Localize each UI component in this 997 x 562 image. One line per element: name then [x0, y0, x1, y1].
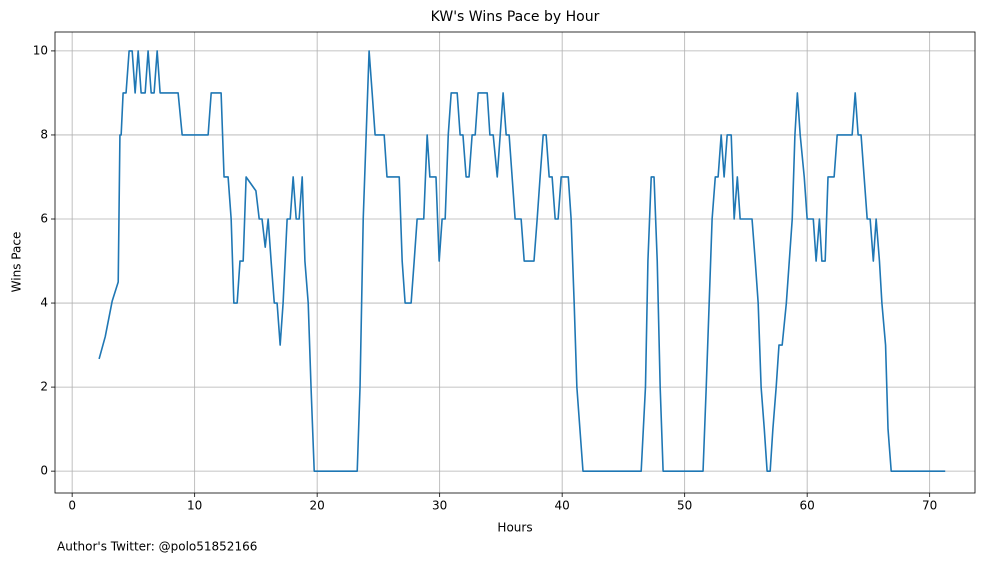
x-tick-label: 40	[555, 499, 570, 513]
y-tick-label: 10	[33, 43, 48, 57]
chart-title: KW's Wins Pace by Hour	[431, 9, 600, 25]
y-tick-label: 6	[40, 212, 48, 226]
x-tick-label: 70	[922, 499, 937, 513]
x-tick-label: 10	[187, 499, 202, 513]
footnote: Author's Twitter: @polo51852166	[57, 540, 257, 554]
y-axis-label: Wins Pace	[10, 232, 24, 293]
x-tick-label: 20	[310, 499, 325, 513]
y-tick-label: 4	[40, 296, 48, 310]
y-tick-label: 8	[40, 127, 48, 141]
y-tick-label: 0	[40, 464, 48, 478]
plot-frame	[54, 31, 976, 494]
x-tick-label: 60	[800, 499, 815, 513]
x-tick-label: 50	[677, 499, 692, 513]
data-line	[98, 50, 946, 472]
x-axis-label: Hours	[497, 521, 532, 535]
x-tick-label: 0	[68, 499, 76, 513]
y-tick-label: 2	[40, 380, 48, 394]
x-tick-label: 30	[432, 499, 447, 513]
